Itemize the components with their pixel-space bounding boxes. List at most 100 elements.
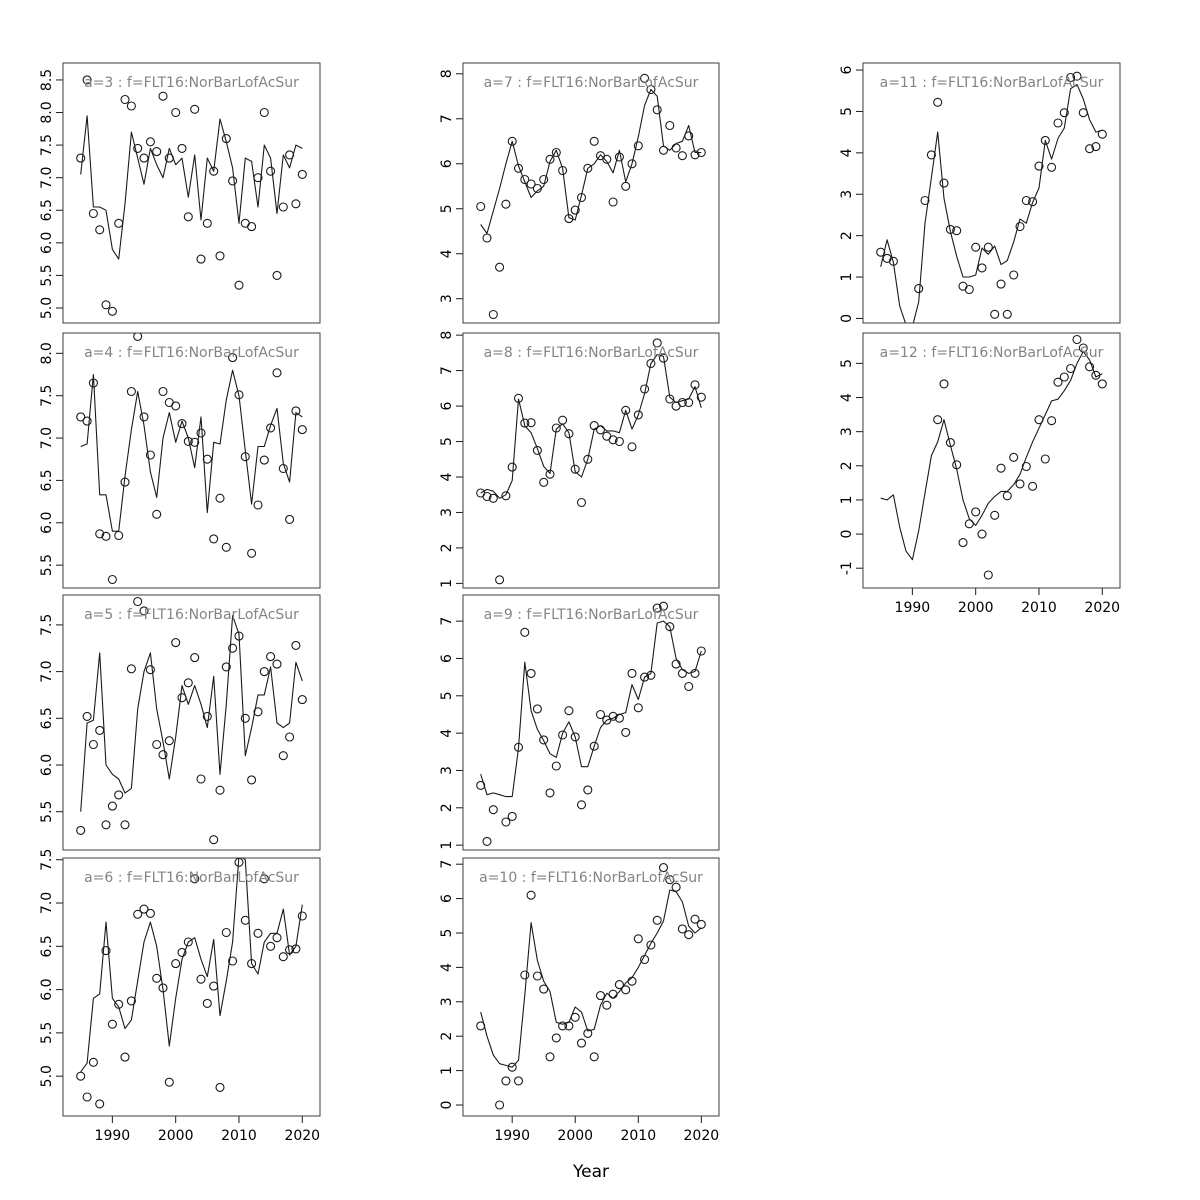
obs-point — [82, 1092, 92, 1102]
obs-point — [1091, 142, 1101, 152]
obs-point — [76, 153, 86, 163]
obs-point — [177, 419, 187, 429]
panel-border — [462, 594, 720, 851]
obs-point — [532, 183, 542, 194]
obs-point — [495, 262, 505, 272]
obs-point — [164, 153, 174, 163]
obs-point — [196, 254, 206, 264]
obs-point — [158, 983, 168, 993]
obs-point — [82, 711, 92, 721]
y-tick-label: 4 — [439, 249, 455, 258]
obs-point — [652, 915, 662, 925]
obs-point — [133, 143, 143, 153]
obs-point — [209, 835, 219, 845]
obs-point — [545, 154, 555, 164]
obs-point — [677, 668, 687, 678]
obs-point — [1097, 129, 1107, 139]
obs-point — [177, 143, 187, 153]
obs-point — [1066, 72, 1076, 83]
obs-point — [564, 706, 574, 716]
obs-point — [1097, 379, 1107, 389]
obs-point — [145, 137, 155, 147]
obs-point — [1028, 481, 1038, 491]
y-tick-label: 7.5 — [39, 614, 55, 636]
obs-point — [621, 727, 631, 737]
obs-point — [196, 974, 206, 984]
obs-point — [627, 442, 637, 452]
obs-point — [190, 653, 200, 663]
obs-point — [95, 1099, 105, 1109]
obs-point — [495, 575, 505, 585]
obs-point — [88, 1057, 98, 1067]
y-tick-label: 6 — [839, 65, 855, 74]
obs-point — [183, 678, 193, 688]
obs-point — [665, 120, 675, 131]
obs-point — [614, 713, 624, 723]
obs-point — [684, 397, 694, 408]
y-tick-label: 1 — [439, 579, 455, 588]
panel-title: a=8 : f=FLT16:NorBarLofAcSur — [484, 345, 699, 361]
y-tick-label: 7.5 — [39, 134, 55, 156]
y-tick-label: 6.5 — [39, 935, 55, 957]
y-tick-label: -1 — [839, 561, 855, 575]
obs-point — [507, 136, 517, 146]
obs-point — [158, 386, 168, 397]
obs-point — [228, 353, 238, 363]
obs-point — [1085, 362, 1095, 372]
panel-a10: 0 1 2 3 4 5 6 7 1990 2000 2010 2020 a=10 : f=FLT16:N… — [439, 857, 720, 1144]
obs-point — [82, 416, 92, 426]
obs-point — [939, 178, 949, 188]
panel-a9: 1 2 3 4 5 6 7 a=9 : f=FLT16:NorBarLofAcSur — [439, 594, 720, 851]
obs-point — [152, 509, 162, 519]
y-tick-label: 4 — [839, 393, 855, 402]
fit-line — [480, 620, 702, 798]
obs-point — [209, 981, 219, 991]
y-tick-label: 1 — [439, 841, 455, 850]
panel-data — [880, 334, 1107, 580]
obs-point — [627, 159, 637, 169]
y-tick-label: 5.5 — [39, 264, 55, 286]
obs-point — [202, 218, 212, 228]
obs-point — [1066, 363, 1076, 374]
y-tick-label: 3 — [839, 190, 855, 199]
obs-point — [1059, 108, 1069, 118]
obs-point — [145, 908, 155, 918]
y-tick-label: 6 — [439, 654, 455, 663]
y-tick-label: 7 — [439, 114, 455, 123]
obs-point — [139, 153, 149, 163]
obs-point — [583, 785, 593, 795]
obs-point — [297, 695, 307, 705]
y-tick-label: 2 — [839, 231, 855, 240]
x-tick-label: 2020 — [284, 1128, 320, 1144]
obs-point — [914, 284, 924, 294]
obs-point — [658, 145, 669, 155]
panel-border — [862, 62, 1121, 324]
obs-point — [133, 333, 143, 341]
obs-point — [696, 392, 706, 402]
x-tick-label: 2020 — [684, 1128, 720, 1144]
panel-border — [62, 857, 321, 1117]
obs-point — [291, 406, 301, 416]
panel-a7: 3 4 5 6 7 8 a=7 : f=FLT16:NorBarLofAcSur — [439, 62, 720, 324]
y-tick-label: 7 — [439, 366, 455, 375]
x-tick-label: 2010 — [221, 1128, 257, 1144]
obs-point — [297, 911, 307, 921]
obs-point — [677, 397, 687, 408]
obs-point — [171, 107, 181, 118]
panel-a5: 5.5 6.0 6.5 7.0 7.5 a=5 : f=FLT16:NorBarLofAc… — [39, 594, 321, 851]
panel-data — [76, 333, 307, 585]
obs-point — [88, 378, 98, 388]
obs-point — [145, 450, 155, 460]
obs-point — [196, 428, 206, 438]
obs-point — [621, 405, 631, 415]
obs-point — [658, 601, 669, 611]
fit-line — [80, 369, 303, 532]
obs-point — [545, 788, 555, 798]
obs-point — [684, 681, 694, 692]
obs-point — [228, 643, 238, 653]
obs-point — [76, 825, 86, 835]
obs-point — [640, 73, 650, 83]
obs-point — [120, 94, 130, 105]
y-tick-label: 7.5 — [39, 849, 55, 871]
obs-point — [677, 924, 687, 934]
